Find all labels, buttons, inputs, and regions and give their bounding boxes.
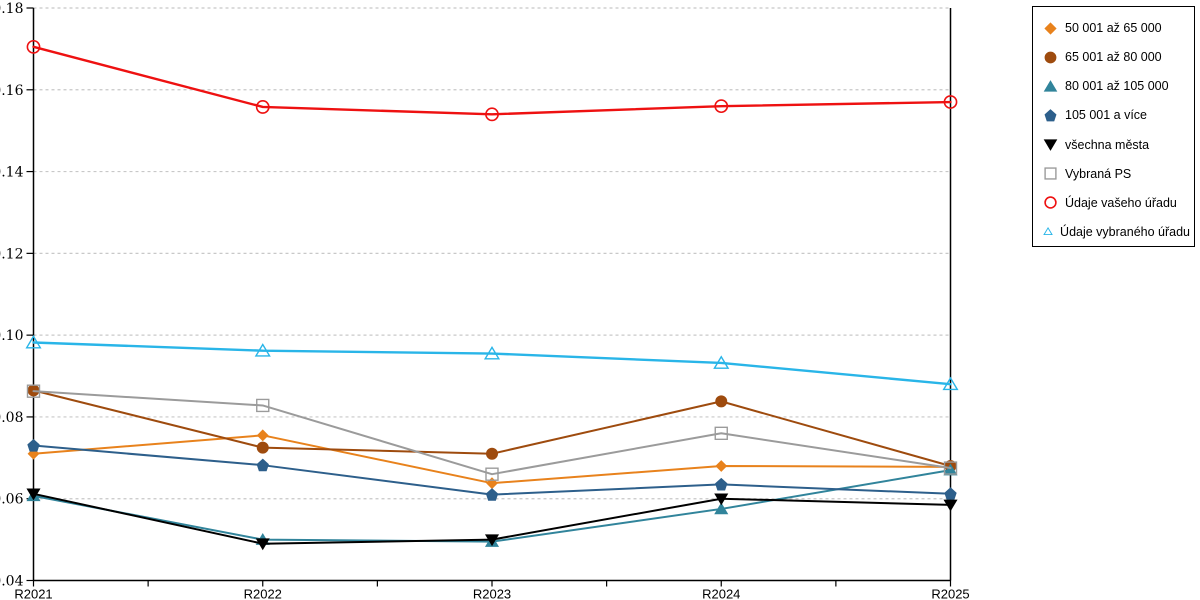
y-tick-label: 0.04 — [0, 574, 24, 590]
x-tick-label: R2021 — [14, 587, 52, 600]
marker-point — [254, 343, 271, 357]
series-7 — [26, 39, 958, 122]
marker-point — [1044, 21, 1057, 35]
legend-label: 80 001 až 105 000 — [1065, 79, 1169, 94]
marker-point — [943, 463, 958, 476]
y-tick-label: 0.10 — [0, 328, 24, 344]
marker-point — [1043, 139, 1058, 151]
legend-label: Vybraná PS — [1065, 166, 1132, 181]
y-tick-label: 0.08 — [0, 410, 24, 426]
legend-label: všechna města — [1065, 137, 1150, 152]
series-8 — [25, 334, 959, 391]
triangle-up-legend-icon — [1043, 79, 1058, 92]
legend-item-2: 65 001 až 80 000 — [1043, 43, 1190, 71]
legend-item-5: všechna města — [1043, 131, 1190, 159]
marker-point — [713, 355, 730, 369]
series-line — [32, 45, 952, 116]
triangle-up-legend-icon — [1043, 227, 1053, 236]
legend-item-6: Vybraná PS — [1043, 160, 1190, 188]
legend-label: 50 001 až 65 000 — [1065, 21, 1162, 35]
marker-point — [26, 488, 41, 501]
marker-point — [1044, 109, 1057, 122]
marker-point — [27, 447, 40, 460]
series-4 — [27, 439, 957, 501]
marker-point — [485, 107, 499, 122]
series-5 — [26, 488, 958, 551]
marker-point — [25, 334, 42, 349]
series-line — [32, 341, 952, 386]
marker-point — [715, 460, 728, 472]
marker-point — [944, 487, 957, 500]
marker-point — [256, 441, 269, 454]
marker-point — [715, 477, 728, 491]
series-6 — [26, 384, 958, 481]
marker-point — [943, 461, 958, 475]
y-tick-label: 0.06 — [0, 492, 24, 508]
series-line — [32, 390, 952, 476]
legend-label: Údaje vašeho úřadu — [1065, 195, 1177, 210]
circle-legend-icon — [1044, 51, 1057, 64]
marker-point — [714, 99, 729, 114]
marker-point — [1044, 167, 1057, 180]
marker-point — [26, 384, 41, 398]
marker-point — [486, 447, 498, 460]
series-2 — [27, 384, 957, 472]
x-tick-label: R2023 — [473, 587, 511, 600]
x-tick-label: R2022 — [244, 587, 282, 600]
marker-point — [714, 493, 729, 506]
marker-point — [714, 502, 729, 515]
marker-point — [256, 429, 269, 442]
series-3 — [26, 463, 958, 547]
diamond-legend-icon — [1044, 21, 1057, 35]
triangle-down-legend-icon — [1043, 139, 1058, 151]
y-tick-label: 0.16 — [0, 83, 24, 99]
legend-label: Údaje vybraného úřadu — [1060, 224, 1190, 239]
marker-point — [256, 458, 269, 472]
gridlines — [33, 7, 951, 500]
chart-legend: 50 001 až 65 000 65 001 až 80 000 80 001 a… — [1032, 6, 1195, 247]
marker-point — [1044, 51, 1057, 64]
legend-item-7: Údaje vašeho úřadu — [1043, 189, 1190, 217]
marker-point — [943, 95, 958, 109]
legend-item-3: 80 001 až 105 000 — [1043, 72, 1190, 100]
y-tick-label: 0.18 — [0, 1, 24, 17]
legend-item-8: Údaje vybraného úřadu — [1043, 218, 1190, 246]
legend-item-1: 50 001 až 65 000 — [1043, 14, 1190, 42]
x-tick-label: R2024 — [702, 587, 740, 600]
pentagon-legend-icon — [1044, 109, 1057, 122]
y-tick-label: 0.12 — [0, 246, 24, 262]
legend-item-4: 105 001 a více — [1043, 101, 1190, 129]
marker-point — [715, 395, 728, 408]
marker-point — [27, 439, 40, 452]
y-tick-label: 0.14 — [0, 165, 24, 181]
marker-point — [1043, 79, 1058, 92]
marker-point — [943, 499, 958, 512]
marker-point — [1044, 196, 1057, 210]
marker-point — [1043, 227, 1053, 236]
marker-point — [256, 398, 270, 413]
marker-point — [483, 345, 501, 360]
marker-point — [484, 534, 500, 547]
x-tick-label: R2025 — [931, 587, 969, 600]
marker-point — [485, 488, 499, 501]
marker-point — [485, 467, 499, 481]
marker-point — [714, 426, 728, 440]
marker-point — [255, 538, 270, 551]
legend-label: 105 001 a více — [1065, 108, 1148, 123]
marker-point — [26, 39, 41, 54]
marker-point — [942, 376, 959, 391]
marker-point — [255, 100, 270, 114]
legend-label: 65 001 až 80 000 — [1065, 50, 1162, 65]
circle-legend-icon — [1044, 196, 1057, 210]
square-legend-icon — [1044, 167, 1057, 180]
